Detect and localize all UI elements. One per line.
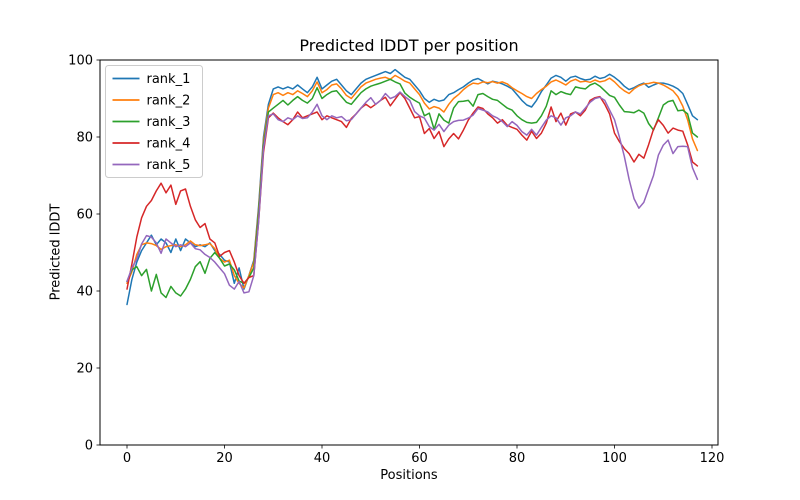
legend-label-rank_4: rank_4 [147,137,191,152]
x-tick-label: 0 [123,451,131,466]
legend-box [105,65,203,178]
x-tick-label: 100 [602,451,627,466]
y-tick-label: 60 [76,208,93,223]
legend-label-rank_1: rank_1 [147,72,191,87]
x-tick-label: 40 [314,451,331,466]
line-rank_4 [126,91,699,290]
x-tick-label: 20 [216,451,233,466]
legend-label-rank_3: rank_3 [147,115,191,130]
legend-label-rank_2: rank_2 [147,94,191,109]
axes-spines [99,59,719,446]
line-rank_3 [126,78,699,299]
x-tick-label: 120 [700,451,725,466]
y-tick-label: 100 [68,54,93,69]
y-tick-label: 0 [85,439,93,454]
x-axis-label: Positions [380,468,438,483]
y-tick-label: 40 [76,285,93,300]
y-tick-label: 80 [76,131,93,146]
y-tick-label: 20 [76,362,93,377]
legend-label-rank_5: rank_5 [147,158,191,173]
line-rank_2 [126,74,699,289]
x-tick-label: 80 [509,451,526,466]
chart-title: Predicted lDDT per position [299,36,519,55]
line-rank_1 [126,68,699,306]
line-rank_5 [126,91,699,294]
x-tick-label: 60 [411,451,428,466]
